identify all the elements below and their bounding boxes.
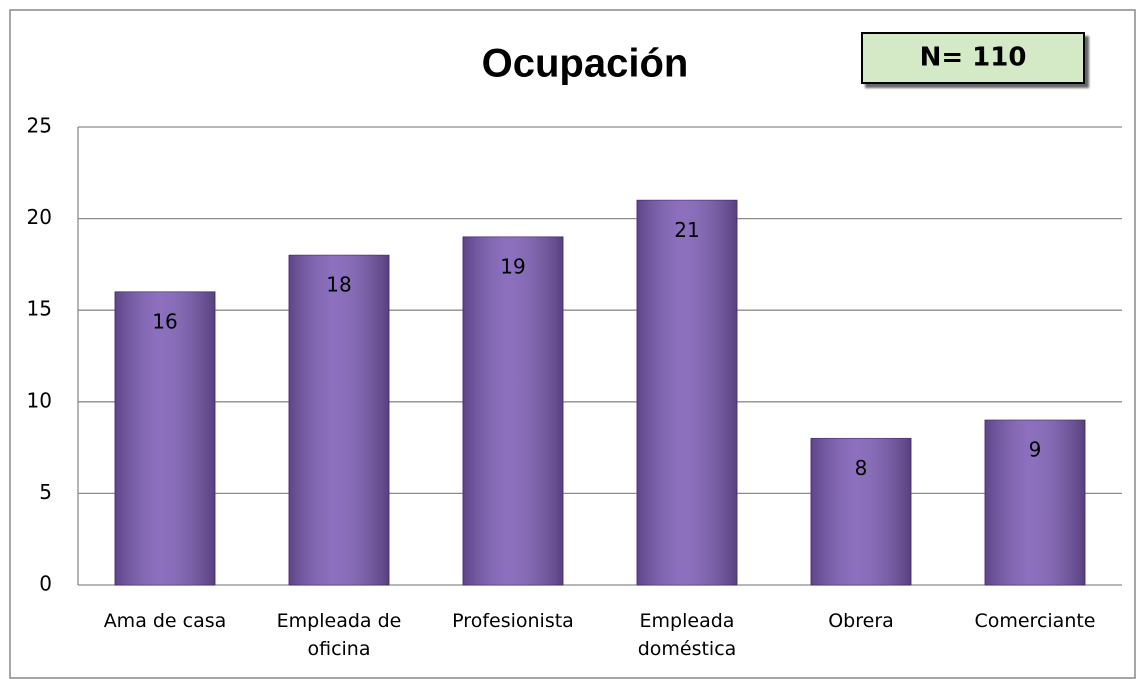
x-tick-label: Obrera — [828, 610, 894, 632]
bar — [636, 199, 738, 586]
x-tick-label: Empleada doméstica — [637, 610, 737, 660]
x-tick-label: Profesionista — [452, 610, 574, 632]
y-tick-label: 25 — [27, 114, 52, 138]
bar — [462, 236, 564, 586]
data-label: 19 — [500, 254, 525, 278]
x-tick-label: Empleada de oficina — [276, 610, 402, 660]
y-tick-label: 15 — [27, 297, 52, 321]
y-tick-label: 10 — [27, 388, 52, 412]
bar — [114, 291, 216, 586]
y-tick-label: 5 — [39, 480, 52, 504]
bar — [288, 254, 390, 586]
data-label: 8 — [855, 456, 868, 480]
x-tick-label: Ama de casa — [103, 610, 227, 632]
data-label: 16 — [152, 309, 177, 333]
data-label: 18 — [326, 273, 351, 297]
data-label: 21 — [674, 218, 699, 242]
x-tick-label: Comerciante — [974, 610, 1096, 632]
annotation: N= 110 — [920, 43, 1027, 73]
chart-title: Ocupación — [482, 42, 689, 86]
annotation-box — [861, 32, 1085, 84]
y-tick-label: 0 — [39, 572, 52, 596]
data-label: 9 — [1029, 438, 1042, 462]
y-tick-label: 20 — [27, 205, 52, 229]
